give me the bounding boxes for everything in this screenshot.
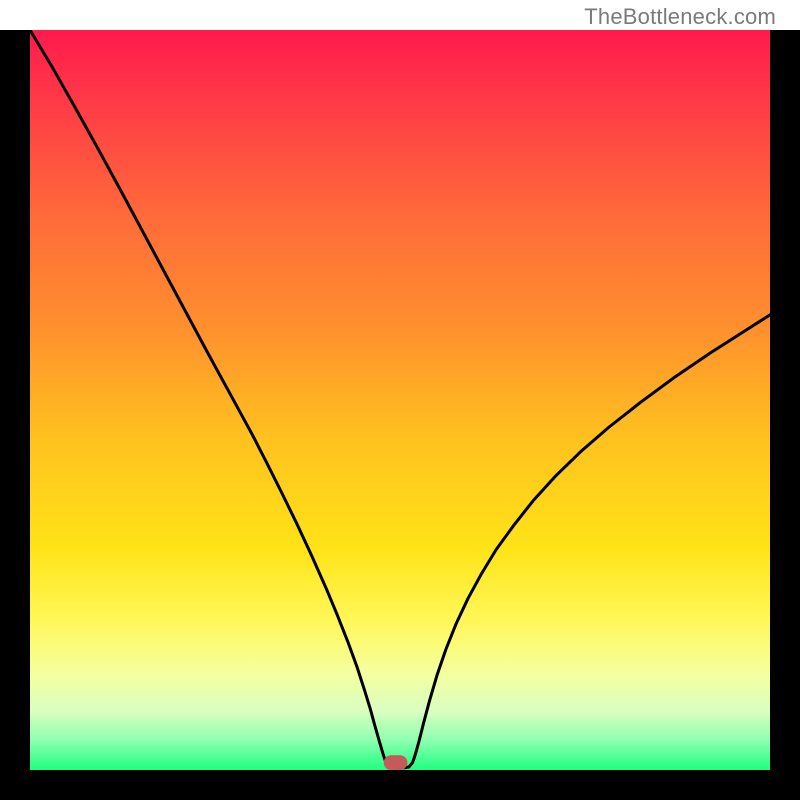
minimum-marker xyxy=(384,755,408,770)
bottleneck-chart xyxy=(30,30,770,770)
frame-bottom xyxy=(0,770,800,800)
chart-background xyxy=(30,30,770,770)
frame-right xyxy=(770,30,800,800)
watermark-text: TheBottleneck.com xyxy=(584,4,776,30)
frame-left xyxy=(0,30,30,800)
